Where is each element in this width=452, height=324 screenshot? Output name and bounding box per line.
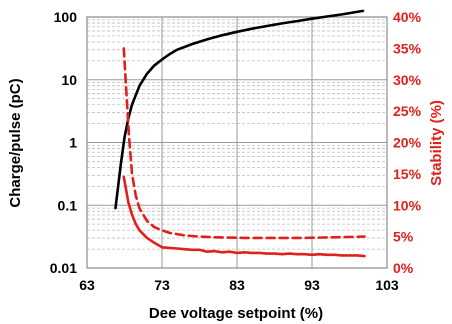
- x-tick-label: 83: [229, 277, 245, 293]
- left-y-tick-label: 1: [69, 135, 77, 151]
- right-y-tick-label: 0%: [393, 260, 414, 276]
- tick-labels: 63 73 83 93 103 0.01 0.1 1 10 100 0% 5% 10% 15% 20% 25%…: [50, 9, 422, 293]
- left-y-tick-label: 100: [54, 9, 78, 25]
- series-lines: [114, 9, 366, 258]
- right-y-tick-label: 30%: [393, 72, 422, 88]
- x-axis-title: Dee voltage setpoint (%): [149, 305, 323, 322]
- right-y-tick-label: 15%: [393, 166, 422, 182]
- left-y-axis-title: Charge/pulse (pC): [7, 78, 24, 207]
- plot-border: [86, 16, 388, 269]
- stability-dashed-series-line: [122, 47, 366, 240]
- left-y-tick-label: 10: [61, 72, 77, 88]
- plot-frame: [86, 16, 388, 269]
- grid-lines: [86, 16, 388, 269]
- left-y-tick-label: 0.1: [58, 197, 78, 213]
- x-tick-label: 73: [154, 277, 170, 293]
- right-y-axis-title: Stability (%): [428, 100, 445, 186]
- x-tick-label: 103: [375, 277, 399, 293]
- charge-series-line: [114, 9, 365, 210]
- right-y-tick-label: 40%: [393, 9, 422, 25]
- right-y-tick-label: 35%: [393, 40, 422, 56]
- x-tick-label: 63: [79, 277, 95, 293]
- x-tick-label: 93: [304, 277, 320, 293]
- right-y-tick-label: 5%: [393, 229, 414, 245]
- left-y-tick-label: 0.01: [50, 260, 77, 276]
- stability-solid-series-line: [122, 175, 366, 258]
- right-y-tick-label: 10%: [393, 197, 422, 213]
- right-y-tick-label: 25%: [393, 103, 422, 119]
- right-y-tick-label: 20%: [393, 135, 422, 151]
